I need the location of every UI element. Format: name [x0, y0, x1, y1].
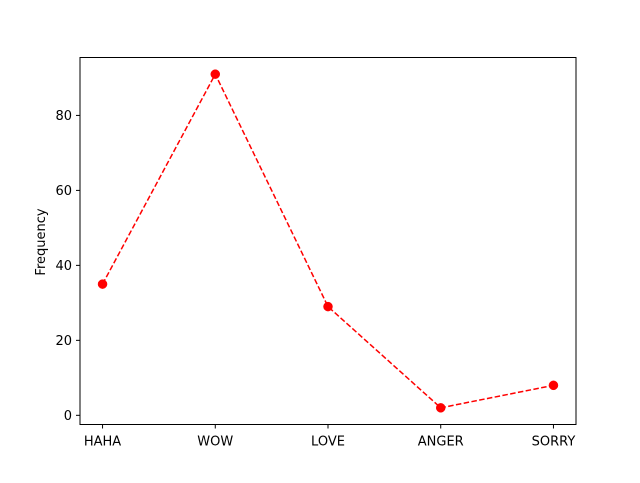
data-point — [548, 380, 559, 391]
x-tick-label: HAHA — [84, 435, 121, 450]
data-point — [97, 279, 108, 289]
y-axis-label: Frequency — [34, 208, 49, 275]
x-tick-label: LOVE — [311, 435, 345, 450]
x-axis: HAHA WOW LOVE ANGER SORRY — [84, 424, 576, 450]
data-point — [435, 403, 446, 413]
data-points — [97, 69, 559, 413]
data-point — [323, 301, 333, 312]
x-tick-label: ANGER — [418, 435, 464, 450]
y-tick-label: 40 — [55, 259, 72, 274]
data-point — [210, 69, 221, 79]
plot-frame — [79, 57, 577, 425]
y-tick-label: 20 — [55, 334, 72, 349]
x-tick-label: SORRY — [532, 435, 576, 450]
series-line — [101, 72, 554, 409]
y-axis: 0 20 40 60 80 — [55, 109, 80, 424]
y-tick-label: 60 — [55, 184, 72, 199]
x-tick-label: WOW — [197, 435, 233, 450]
y-tick-label: 0 — [64, 409, 72, 424]
y-tick-label: 80 — [55, 109, 72, 124]
plot-area — [80, 57, 576, 425]
